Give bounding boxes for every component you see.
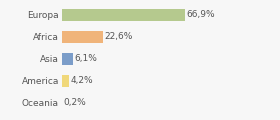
Text: 0,2%: 0,2% [64,98,86,107]
Text: 22,6%: 22,6% [105,32,133,41]
Bar [62,31,103,43]
Bar [62,75,69,87]
Bar [62,53,73,65]
Bar [62,9,185,21]
Text: 6,1%: 6,1% [74,54,97,63]
Text: 4,2%: 4,2% [71,76,94,85]
Text: 66,9%: 66,9% [187,10,215,19]
